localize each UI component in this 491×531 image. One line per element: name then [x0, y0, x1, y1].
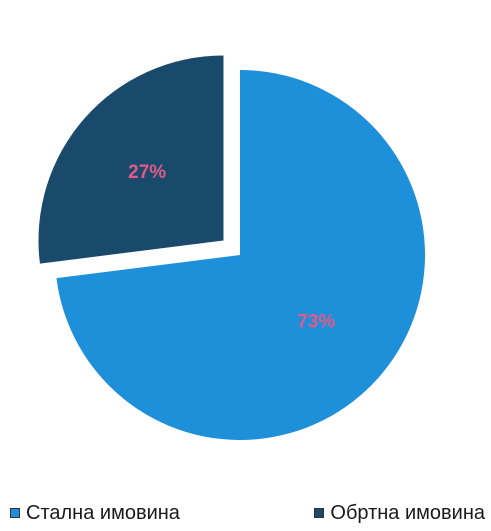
legend-item-0: Стална имовина	[10, 502, 180, 525]
pie-slice-1	[38, 55, 224, 264]
pie-chart: 73% 27%	[38, 55, 425, 440]
legend-swatch-0	[10, 508, 20, 518]
slice-label-0: 73%	[297, 311, 335, 332]
legend-swatch-1	[314, 508, 325, 518]
pie-slice-0	[56, 70, 425, 440]
slice-label-1: 27%	[128, 162, 166, 183]
legend: Стална имовина Обртна имовина	[0, 498, 491, 528]
legend-label-1: Обртна имовина	[330, 501, 485, 524]
legend-label-0: Стална имовина	[26, 501, 180, 524]
legend-item-1: Обртна имовина	[314, 502, 485, 525]
